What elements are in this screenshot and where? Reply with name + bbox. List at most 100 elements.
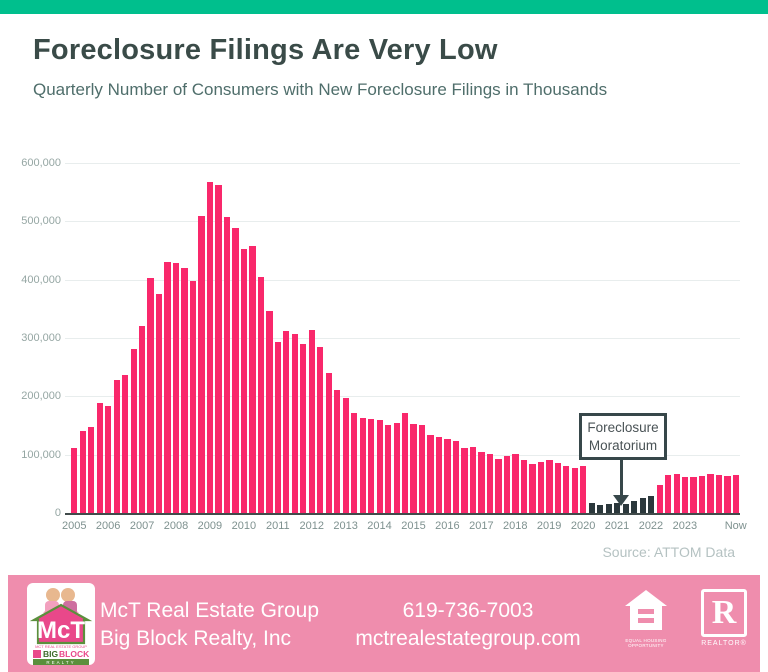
website-url: mctrealestategroup.com [355, 627, 581, 650]
y-axis-label: 200,000 [21, 390, 61, 403]
bar [147, 277, 154, 513]
bar [189, 280, 197, 513]
bar [554, 463, 561, 513]
moratorium-annotation-line2: Moratorium [588, 437, 658, 453]
bar [546, 459, 553, 513]
bar [444, 438, 451, 513]
bar [486, 454, 494, 513]
gridline [65, 279, 740, 281]
bar-slot [672, 163, 680, 513]
x-axis-label: 2017 [469, 520, 494, 532]
bar-slot [571, 163, 579, 513]
bar [215, 185, 222, 513]
bar [274, 341, 281, 513]
bar [71, 448, 78, 513]
bar [334, 389, 341, 513]
bar-slot [418, 163, 426, 513]
x-axis-label: 2013 [333, 520, 358, 532]
x-axis-label: 2015 [401, 520, 426, 532]
bar-slot [206, 163, 214, 513]
x-axis-label: 2018 [503, 520, 528, 532]
bar-slot [70, 163, 78, 513]
bar [317, 347, 324, 513]
moratorium-arrow-line [620, 458, 623, 496]
bar [88, 427, 95, 513]
x-axis-label: 2021 [604, 520, 630, 532]
bar-slot [87, 163, 95, 513]
bar [130, 349, 137, 513]
contact-block: 619-736-7003 mctrealestategroup.com [328, 597, 608, 653]
bar-slot [435, 163, 443, 513]
bar-slot [129, 163, 137, 513]
bar-slot [689, 163, 697, 513]
bar-slot [78, 163, 86, 513]
bar [715, 474, 723, 513]
bar-slot [392, 163, 400, 513]
bar-slot [375, 163, 383, 513]
bar [520, 459, 528, 513]
bar [597, 505, 604, 513]
realtor-icon: R [701, 589, 747, 637]
bar-slot [358, 163, 366, 513]
bar-slot [316, 163, 324, 513]
bar-slot [469, 163, 477, 513]
bar-slot [367, 163, 375, 513]
bar [402, 413, 409, 513]
bar [198, 215, 205, 513]
bar [342, 397, 349, 513]
bar [673, 473, 680, 513]
bar-slot [537, 163, 545, 513]
bar [393, 423, 400, 513]
realtor-block: R REALTOR® [696, 589, 752, 647]
bar-slot [104, 163, 112, 513]
bar [300, 344, 307, 513]
bar [614, 503, 621, 513]
x-axis-label: 2023 [672, 520, 698, 532]
bar-slot [706, 163, 714, 513]
gridline [65, 221, 740, 223]
bar [503, 456, 511, 513]
company-name-block: McT Real Estate Group Big Block Realty, … [100, 597, 319, 653]
bar-slot [443, 163, 451, 513]
bar-slot [715, 163, 723, 513]
bar-slot [621, 163, 629, 513]
bar [232, 228, 239, 513]
bar-slot [460, 163, 468, 513]
bar-slot [384, 163, 392, 513]
bar-slot [647, 163, 655, 513]
mct-bigblock-logo: McT MCT REAL ESTATE GROUP BIG BLOCK REAL… [27, 583, 95, 665]
bar [537, 461, 545, 513]
bar [257, 276, 265, 513]
bar-slot [274, 163, 282, 513]
x-axis-label: 2020 [570, 520, 596, 532]
bar-slot [112, 163, 120, 513]
bar-slot [562, 163, 570, 513]
bar-slot [588, 163, 596, 513]
bar [563, 466, 570, 513]
bar [665, 475, 672, 513]
x-axis-label: Now [724, 520, 747, 532]
gridline [65, 513, 740, 515]
bar [418, 424, 426, 513]
brokerage-name: Big Block Realty, Inc [100, 627, 292, 650]
svg-text:McT: McT [37, 617, 85, 644]
bar-slot [545, 163, 553, 513]
moratorium-annotation: Foreclosure Moratorium [579, 413, 667, 461]
bar [283, 331, 290, 513]
bar [580, 466, 587, 513]
x-axis-label: 2011 [265, 520, 290, 532]
bar-slot [613, 163, 621, 513]
bar-slot [401, 163, 409, 513]
bar-slot [248, 163, 256, 513]
y-axis-label: 600,000 [21, 157, 61, 169]
bar [605, 504, 612, 513]
bars-container [70, 163, 740, 513]
bar [105, 405, 112, 513]
bar [495, 459, 502, 513]
bar-slot [172, 163, 180, 513]
bar-slot [579, 163, 587, 513]
page-title: Foreclosure Filings Are Very Low [33, 34, 498, 66]
bar-slot [486, 163, 494, 513]
bar-slot [732, 163, 740, 513]
bar [385, 424, 392, 513]
